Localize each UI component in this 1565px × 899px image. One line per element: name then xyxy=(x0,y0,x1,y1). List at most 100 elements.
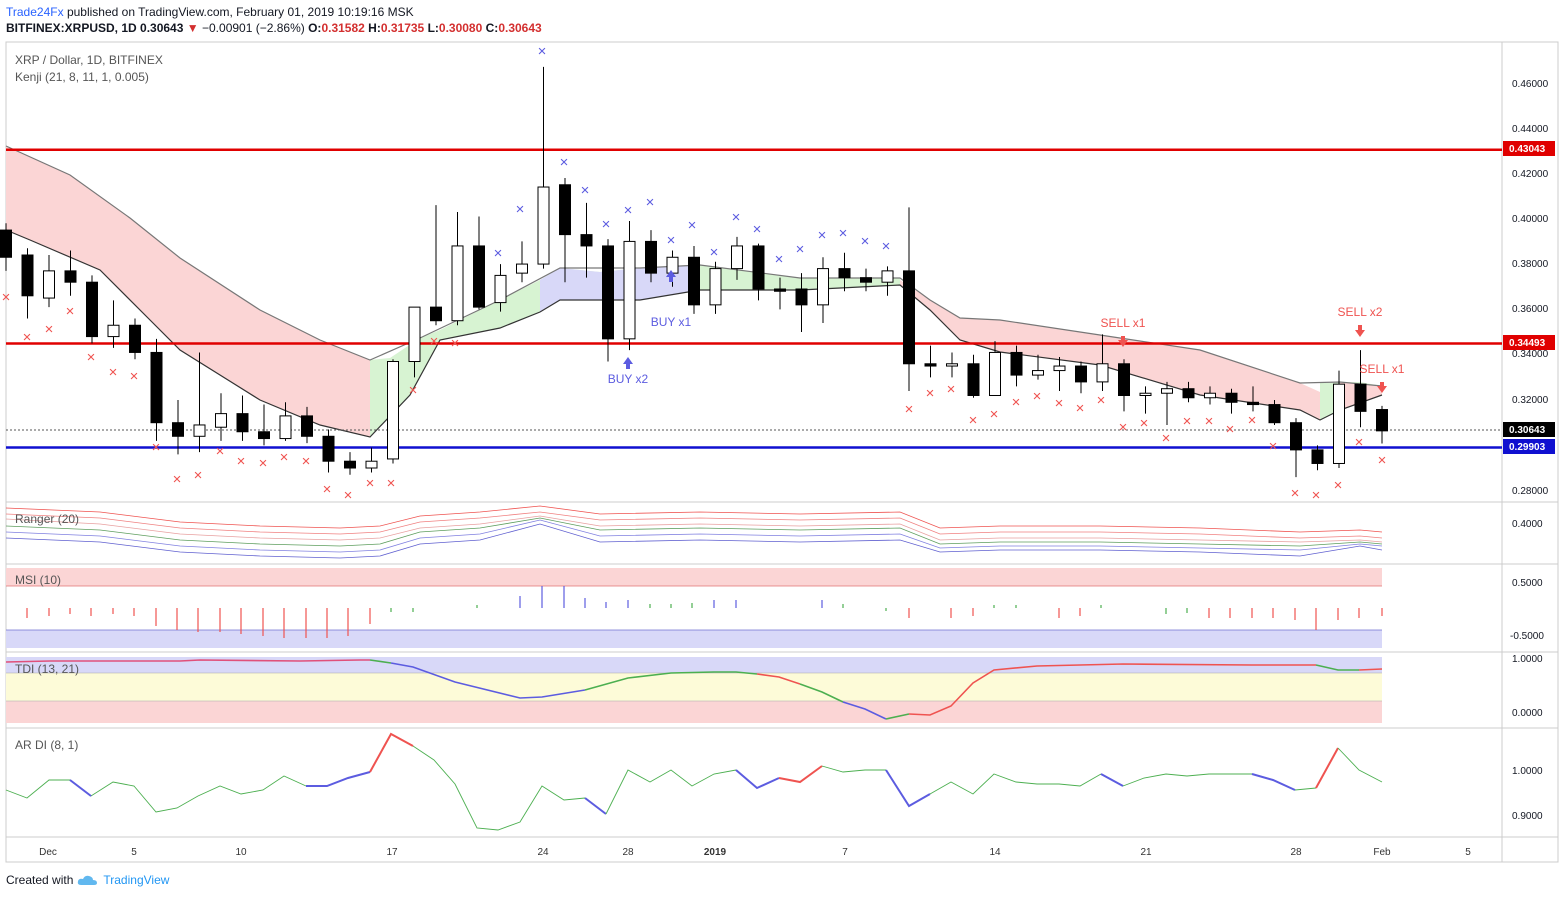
candle-body[interactable] xyxy=(1354,383,1367,412)
created-with-label: Created with xyxy=(6,873,74,887)
svg-text:×: × xyxy=(344,487,353,504)
candle-body[interactable] xyxy=(817,268,829,306)
candle-body[interactable] xyxy=(107,324,120,338)
candle-body[interactable] xyxy=(1096,363,1109,383)
candle-body[interactable] xyxy=(881,270,894,283)
candle-body[interactable] xyxy=(1333,383,1345,464)
candle-body[interactable] xyxy=(193,424,206,437)
tradingview-cloud-icon xyxy=(78,875,98,885)
candle-body[interactable] xyxy=(1075,365,1087,383)
candle-body[interactable] xyxy=(688,256,700,306)
candle-body[interactable] xyxy=(430,306,442,322)
candle-body[interactable] xyxy=(752,245,765,290)
sell-label: SELL x1 xyxy=(1360,362,1405,376)
candle-body[interactable] xyxy=(924,363,937,367)
candle-body[interactable] xyxy=(537,186,550,265)
candle-body[interactable] xyxy=(236,413,249,433)
svg-text:×: × xyxy=(1119,419,1128,436)
msi-pane-title: MSI (10) xyxy=(15,573,61,587)
svg-text:×: × xyxy=(237,453,246,470)
candle-body[interactable] xyxy=(1225,392,1238,403)
candle-body[interactable] xyxy=(967,363,980,396)
candle-body[interactable] xyxy=(1204,392,1216,399)
candle-body[interactable] xyxy=(1053,365,1066,372)
candle-body[interactable] xyxy=(1290,422,1302,451)
candle-body[interactable] xyxy=(623,240,636,340)
level-lines xyxy=(6,148,1502,449)
candle-body[interactable] xyxy=(1268,404,1281,424)
candle-body[interactable] xyxy=(731,245,743,270)
candle-body[interactable] xyxy=(279,415,292,440)
candle-body[interactable] xyxy=(1311,449,1324,464)
date-tick: 2019 xyxy=(704,847,727,858)
candle-body[interactable] xyxy=(1032,370,1044,376)
candle-body[interactable] xyxy=(774,288,786,292)
candle-body[interactable] xyxy=(1247,401,1259,406)
candle-body[interactable] xyxy=(1010,351,1023,376)
tradingview-link[interactable]: TradingView xyxy=(103,873,170,887)
svg-text:×: × xyxy=(753,221,762,238)
svg-text:×: × xyxy=(796,241,805,258)
date-tick: 14 xyxy=(989,847,1001,858)
candle-body[interactable] xyxy=(1161,388,1173,394)
candle-body[interactable] xyxy=(43,270,55,299)
candle-body[interactable] xyxy=(989,351,1001,396)
candle-body[interactable] xyxy=(838,268,851,279)
candle-body[interactable] xyxy=(150,351,163,424)
candle-body[interactable] xyxy=(0,229,12,258)
candle-body[interactable] xyxy=(21,254,34,297)
candle-body[interactable] xyxy=(215,413,227,428)
candle-body[interactable] xyxy=(1139,392,1152,396)
candle-body[interactable] xyxy=(86,281,98,338)
svg-text:×: × xyxy=(259,455,268,472)
svg-text:×: × xyxy=(430,333,439,350)
svg-text:×: × xyxy=(494,245,503,262)
trade-annotations: BUY x1 BUY x2 SELL x1 SELL x2 SELL x1 xyxy=(608,270,1405,393)
candle-body[interactable] xyxy=(344,460,356,469)
svg-text:×: × xyxy=(173,471,182,488)
candle-body[interactable] xyxy=(494,274,507,304)
candle-body[interactable] xyxy=(1376,409,1388,432)
svg-text:×: × xyxy=(581,182,590,199)
buy-label: BUY x2 xyxy=(608,372,649,386)
candle-body[interactable] xyxy=(709,268,722,306)
candle-body[interactable] xyxy=(258,431,270,440)
msi-axis-tick: -0.5000 xyxy=(1510,631,1544,642)
candle-body[interactable] xyxy=(451,245,464,322)
candle-body[interactable] xyxy=(301,415,313,437)
candle-body[interactable] xyxy=(559,184,571,236)
candle-body[interactable] xyxy=(860,277,872,283)
candle-body[interactable] xyxy=(365,460,378,469)
svg-text:×: × xyxy=(323,481,332,498)
candle-body[interactable] xyxy=(580,234,593,247)
candle-body[interactable] xyxy=(946,363,958,367)
author-link[interactable]: Trade24Fx xyxy=(6,5,64,19)
svg-text:×: × xyxy=(839,225,848,242)
candle-body[interactable] xyxy=(473,245,485,308)
main-pane-title: XRP / Dollar, 1D, BITFINEX xyxy=(15,53,163,67)
candle-body[interactable] xyxy=(408,306,421,363)
candle-body[interactable] xyxy=(1182,388,1195,399)
open-value: 0.31582 xyxy=(321,21,365,35)
svg-text:×: × xyxy=(1205,413,1214,430)
candle-body[interactable] xyxy=(129,324,141,353)
price-change: −0.00901 (−2.86%) xyxy=(202,21,305,35)
svg-text:×: × xyxy=(969,412,978,429)
candle-body[interactable] xyxy=(903,270,915,365)
candle-body[interactable] xyxy=(645,240,657,274)
candle-body[interactable] xyxy=(666,256,679,274)
candle-body[interactable] xyxy=(516,263,528,274)
candle-body[interactable] xyxy=(1118,363,1130,396)
signal-markers: × × × × × × × × × × × × × × × × × × × × × × × × × × × × × × × ×… xyxy=(2,43,1387,504)
candle-body[interactable] xyxy=(172,422,184,437)
candle-body[interactable] xyxy=(602,245,614,340)
msi-axis-tick: 0.5000 xyxy=(1512,578,1543,589)
candle-body[interactable] xyxy=(322,435,335,462)
svg-text:×: × xyxy=(1162,430,1171,447)
sell-arrow-icon xyxy=(1377,382,1387,393)
candle-body[interactable] xyxy=(387,361,399,460)
candle-body[interactable] xyxy=(64,270,77,283)
candle-body[interactable] xyxy=(795,288,808,306)
svg-text:×: × xyxy=(624,202,633,219)
